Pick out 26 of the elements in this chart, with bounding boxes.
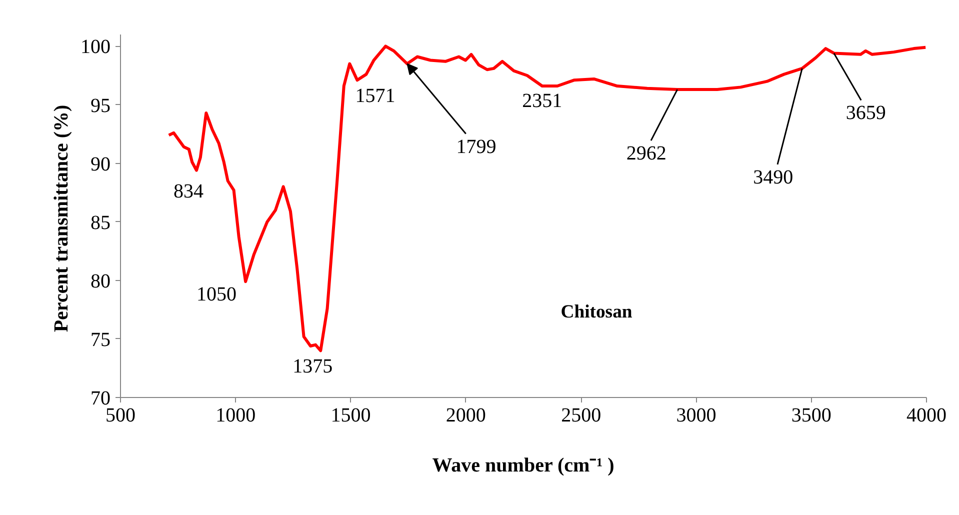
annotation: 1050 [196,284,237,306]
x-tick-label: 4000 [906,404,946,426]
y-tick-label: 85 [90,212,110,234]
x-tick-label: 2500 [561,404,602,426]
annotation: 2351 [522,90,562,112]
x-tick-label: 2000 [446,404,486,426]
x-tick-label: 3000 [676,404,716,426]
x-axis-title: Wave number (cm⁻¹ ) [432,454,614,476]
y-axis-title: Percent transmittance (%) [50,104,72,332]
annotation: 1571 [355,85,396,108]
y-tick-label: 75 [90,328,110,351]
text: Chitosan [560,302,633,323]
y-tick-label: 90 [90,153,110,176]
y-tick-label: 100 [80,36,110,58]
annotation: 1799 [456,136,496,158]
annotation: 3659 [846,102,886,124]
x-tick-label: 1500 [330,404,371,426]
x-tick-label: 3500 [791,404,832,426]
annotation: 2962 [626,142,666,165]
line-series [167,44,926,352]
y-tick-label: 80 [90,270,110,292]
annotation: 3490 [753,166,794,188]
y-tick-label: 95 [90,94,110,117]
x-tick-label: 1000 [216,404,256,426]
annotation: 834 [173,180,204,202]
annotation: 1375 [292,356,333,378]
